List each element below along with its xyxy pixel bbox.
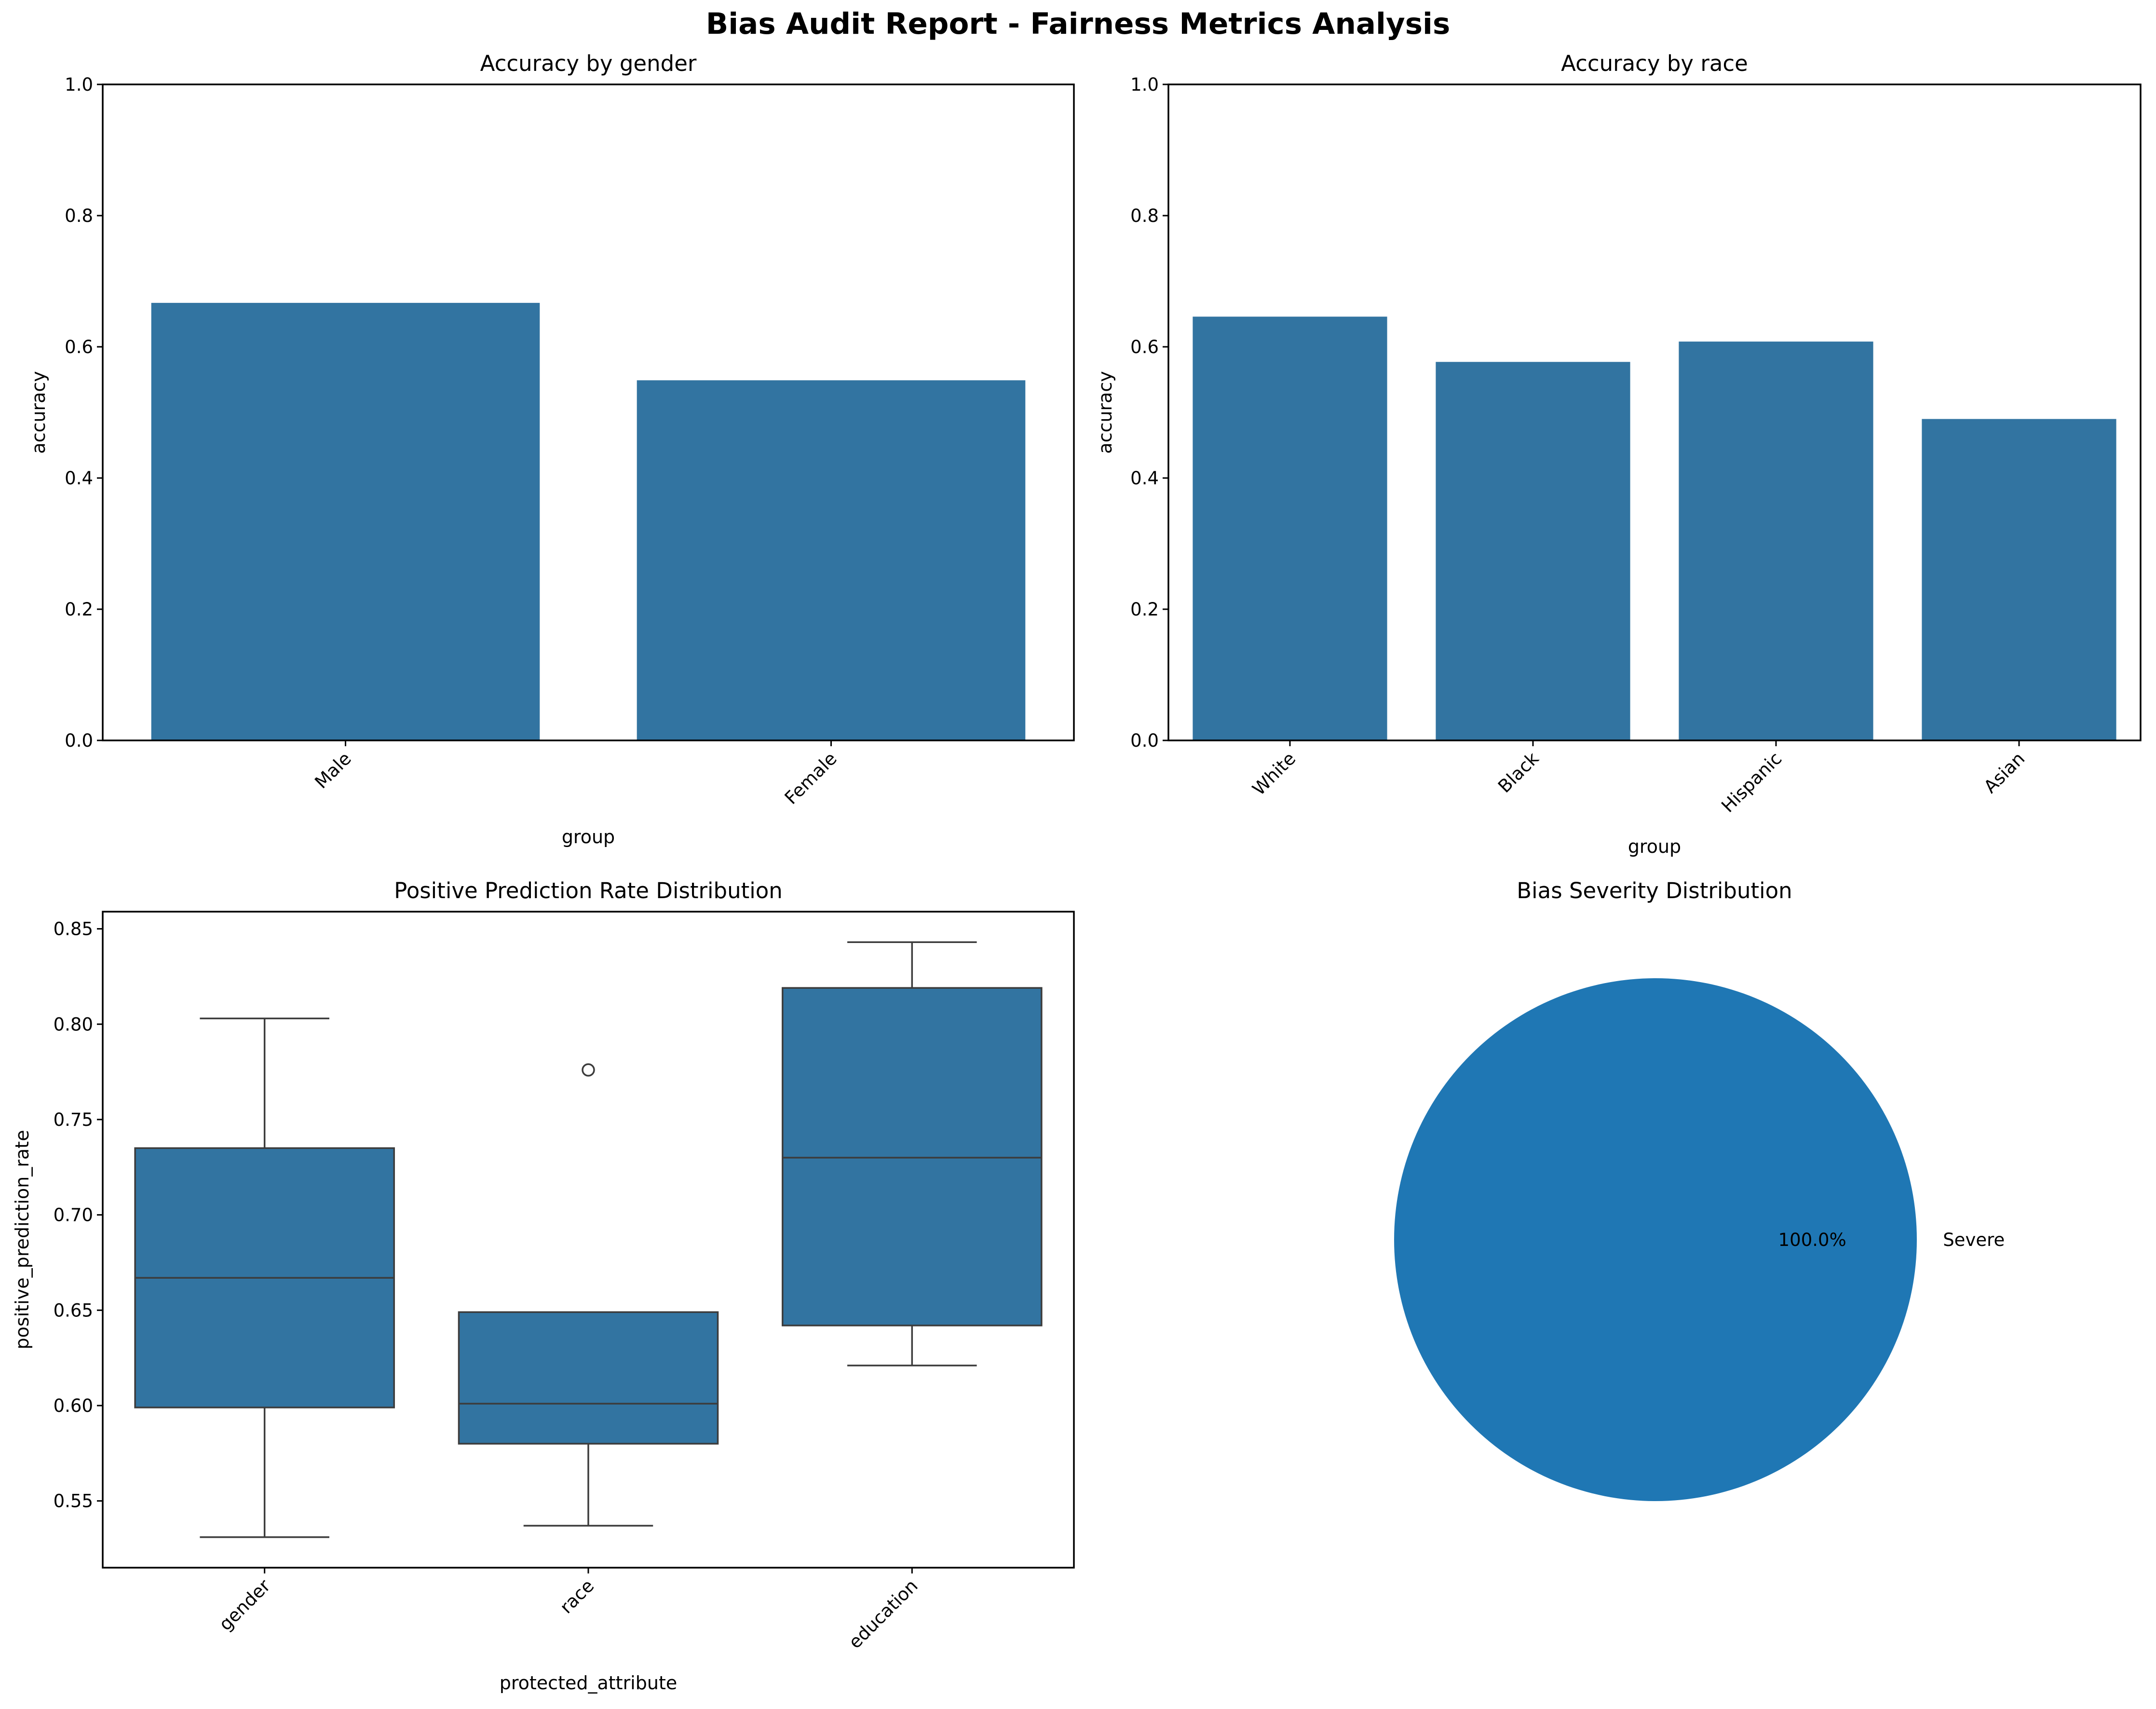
x-tick-label-female: Female <box>781 748 841 808</box>
pie-title: Bias Severity Distribution <box>1517 878 1792 903</box>
y-tick-label: 0.6 <box>65 337 93 357</box>
box-education <box>782 941 1043 1367</box>
y-axis-label: accuracy <box>28 371 49 453</box>
y-tick-label: 0.4 <box>1130 468 1159 489</box>
y-tick-label: 0.8 <box>1130 205 1159 226</box>
x-tick-label-race: race <box>556 1575 598 1618</box>
x-tick-label-male: Male <box>311 748 355 793</box>
y-tick-label: 0.4 <box>65 468 93 489</box>
iqr-box <box>782 987 1043 1326</box>
y-tick-label: 0.6 <box>1130 337 1159 357</box>
y-tick-label: 0.55 <box>54 1491 93 1512</box>
y-tick-label: 1.0 <box>1130 74 1159 95</box>
bias-severity-pie-chart: Bias Severity Distribution Severe 100.0% <box>1394 878 2005 1501</box>
x-tick-label-asian: Asian <box>1980 748 2029 797</box>
bar-female <box>637 380 1026 740</box>
positive-prediction-rate-boxplot: Positive Prediction Rate Distribution 0.… <box>12 878 1075 1694</box>
boxplot-title: Positive Prediction Rate Distribution <box>394 878 783 903</box>
accuracy-by-gender-title: Accuracy by gender <box>480 51 697 76</box>
iqr-box <box>458 1311 719 1445</box>
x-tick-label-education: education <box>844 1575 922 1653</box>
box-race <box>458 1063 719 1527</box>
y-tick-label: 0.0 <box>1130 730 1159 751</box>
x-axis-label: group <box>562 826 615 848</box>
x-axis-label: group <box>1628 836 1681 857</box>
accuracy-by-race-title: Accuracy by race <box>1561 51 1748 76</box>
y-tick-label: 0.0 <box>65 730 93 751</box>
bar-black <box>1436 362 1630 740</box>
y-tick-label: 0.2 <box>1130 599 1159 620</box>
figure-title: Bias Audit Report - Fairness Metrics Ana… <box>705 7 1451 41</box>
y-tick-label: 0.8 <box>65 205 93 226</box>
x-tick-label-white: White <box>1248 748 1300 799</box>
accuracy-by-gender-chart: Accuracy by gender 0.0 0.2 0.4 0.6 0.8 1.0 Ma… <box>28 51 1075 848</box>
y-axis-label: positive_prediction_rate <box>12 1130 33 1350</box>
y-tick-label: 0.85 <box>54 919 93 940</box>
y-tick-label: 0.65 <box>54 1300 93 1321</box>
outlier-point <box>582 1063 595 1077</box>
y-tick-label: 0.2 <box>65 599 93 620</box>
bar-hispanic <box>1679 342 1873 740</box>
bar-asian <box>1922 419 2116 740</box>
pie-label-severe: Severe <box>1943 1230 2005 1250</box>
plot-frame <box>102 83 1075 741</box>
y-tick-label: 0.80 <box>54 1014 93 1035</box>
pie-slice-severe <box>1394 978 1917 1501</box>
bar-white <box>1193 316 1387 740</box>
y-axis-label: accuracy <box>1095 371 1116 453</box>
bar-male <box>151 302 540 740</box>
accuracy-by-race-chart: Accuracy by race 0.0 0.2 0.4 0.6 0.8 1.0 Whit… <box>1095 51 2142 857</box>
x-tick-label-black: Black <box>1494 748 1543 797</box>
y-tick-label: 0.60 <box>54 1395 93 1416</box>
x-tick-label-gender: gender <box>215 1575 275 1635</box>
plot-frame <box>1167 83 2142 741</box>
pie-pct-label-severe: 100.0% <box>1778 1230 1846 1250</box>
x-axis-label: protected_attribute <box>500 1672 677 1694</box>
y-tick-label: 1.0 <box>65 74 93 95</box>
box-gender <box>134 1017 395 1538</box>
y-tick-label: 0.70 <box>54 1205 93 1226</box>
y-tick-label: 0.75 <box>54 1109 93 1130</box>
x-tick-label-hispanic: Hispanic <box>1718 748 1786 817</box>
